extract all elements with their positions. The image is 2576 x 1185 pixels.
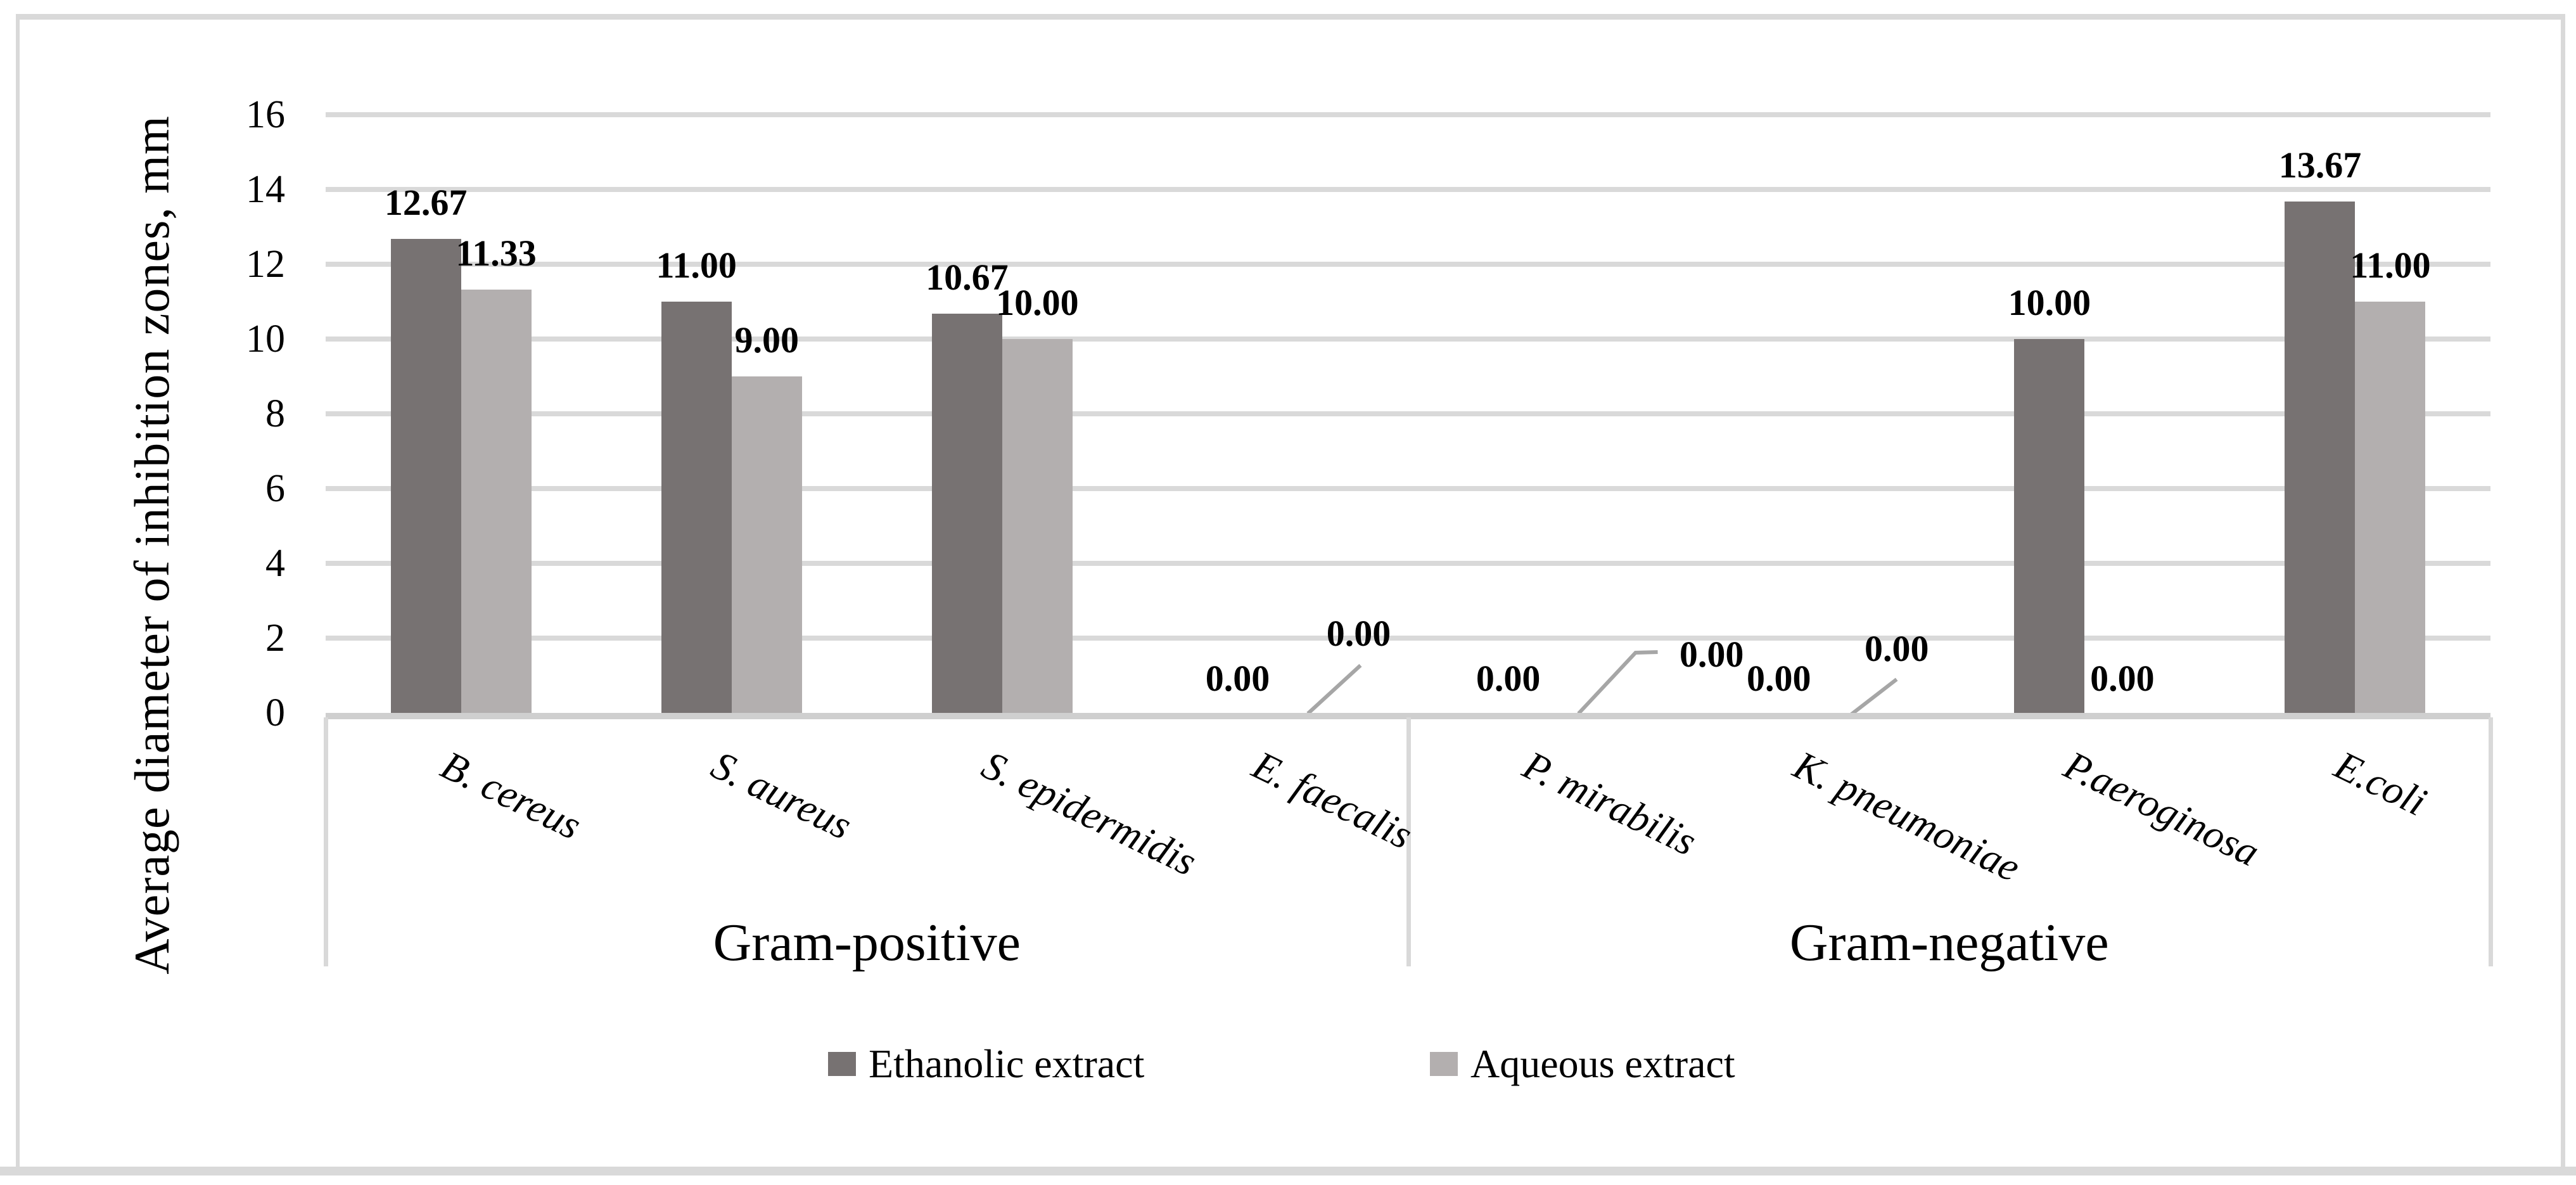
data-label: 0.00 [1326,613,1391,654]
legend-label-ethanolic: Ethanolic extract [869,1041,1145,1086]
bar-ethanolic-extract [931,314,1002,713]
leader-line [1847,677,1898,718]
data-label: 9.00 [734,319,799,361]
bar-aqueous-extract [1002,339,1073,713]
y-tick-label: 16 [246,93,285,136]
y-tick-label: 12 [246,243,285,286]
y-tick-label: 2 [265,617,285,660]
bar-ethanolic-extract [2014,339,2085,713]
y-tick-label: 10 [246,317,285,361]
data-label: 0.00 [1679,634,1744,675]
data-label: 11.33 [456,232,537,274]
frame-top-border [16,14,2563,20]
leader-line [1577,650,1658,715]
x-group-label: Gram-positive [713,913,1021,972]
x-group-label: Gram-negative [1789,913,2109,972]
y-tick-label: 6 [265,467,285,510]
gridline [326,561,2490,566]
legend-swatch-ethanolic [828,1052,856,1076]
x-axis-line [326,713,2490,719]
data-label: 0.00 [2090,658,2155,699]
frame-bottom-border [0,1167,2576,1175]
bar-aqueous-extract [461,289,532,713]
data-label: 10.67 [926,257,1009,298]
category-group-separator [324,717,328,966]
y-tick-label: 4 [265,542,285,585]
data-label: 11.00 [656,245,737,286]
data-label: 11.00 [2350,245,2431,286]
data-label: 12.67 [384,182,468,224]
gridline [326,636,2490,641]
gridline [326,262,2490,267]
data-label: 0.00 [1746,658,1811,699]
data-label: 13.67 [2278,144,2362,186]
legend-swatch-aqueous [1430,1052,1458,1076]
gridline [326,336,2490,342]
y-tick-label: 14 [246,168,285,211]
bar-aqueous-extract [731,376,802,713]
leader-line [1306,663,1362,715]
category-group-separator [1406,717,1411,966]
data-label: 0.00 [1476,658,1541,699]
y-tick-label: 8 [265,392,285,435]
gridline [326,411,2490,416]
data-label: 10.00 [996,282,1079,323]
data-label: 0.00 [1864,628,1929,669]
legend-label-aqueous: Aqueous extract [1470,1041,1735,1086]
bar-aqueous-extract [2355,302,2426,713]
gridline [326,112,2490,117]
data-label: 0.00 [1205,658,1270,699]
bar-ethanolic-extract [661,302,732,713]
bar-ethanolic-extract [2285,202,2356,713]
gridline [326,486,2490,491]
bar-ethanolic-extract [390,239,461,713]
y-tick-label: 0 [265,691,285,734]
frame-right-border [2561,14,2565,1171]
frame-left-border [16,14,20,1171]
gridline [326,187,2490,192]
data-label: 10.00 [2008,282,2091,323]
category-group-separator [2489,717,2493,966]
